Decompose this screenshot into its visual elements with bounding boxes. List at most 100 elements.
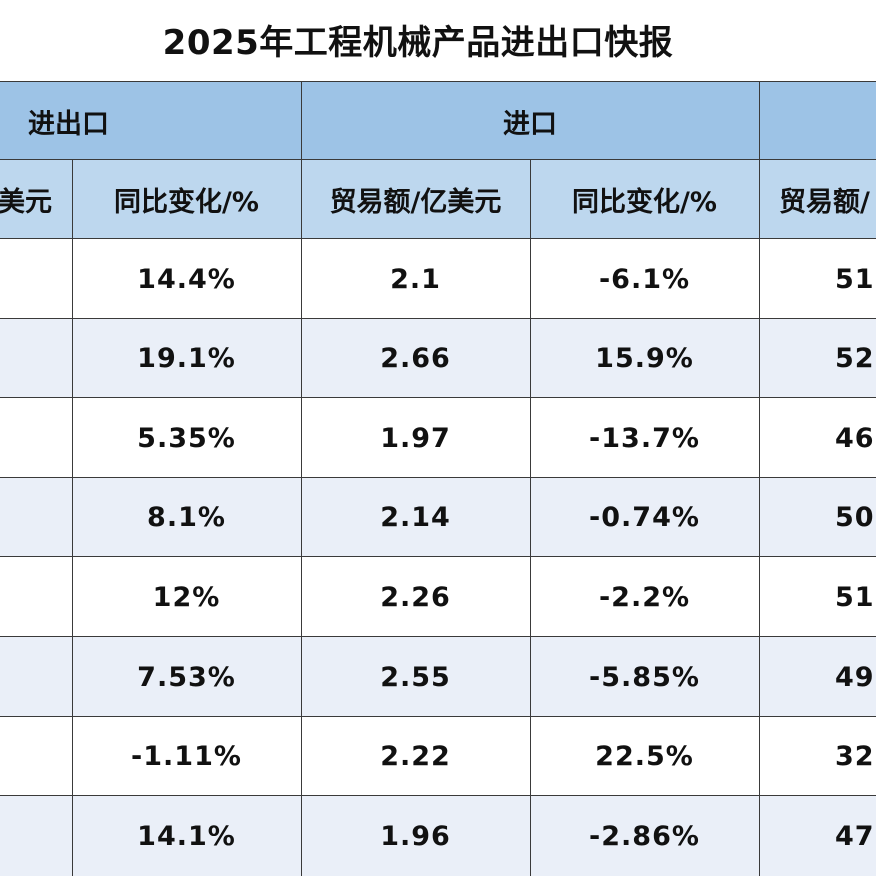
cell-import-yoy: -6.1%: [530, 239, 759, 319]
cell-trade-yoy: 8.1%: [72, 477, 301, 558]
header-trade-amount-label: 美元: [0, 187, 52, 218]
cell-export-amount-value: 32.: [835, 741, 876, 773]
cell-trade-yoy-value: 14.4%: [137, 263, 236, 295]
cell-export-amount: 50.: [759, 477, 876, 558]
cell-trade-yoy-value: 8.1%: [147, 502, 226, 534]
header-import-amount: 贸易额/亿美元: [301, 160, 530, 239]
cell-import-yoy-value: -2.86%: [589, 820, 700, 852]
header-import-yoy-label: 同比变化/%: [572, 187, 717, 218]
cell-export-amount-value: 52.: [835, 343, 876, 375]
grid-line: [0, 795, 876, 796]
cell-trade-yoy-value: 7.53%: [137, 661, 236, 693]
cell-import-yoy-value: -2.2%: [598, 581, 691, 613]
cell-import-amount-value: 2.66: [380, 343, 451, 375]
header-group-import-label: 进口: [503, 108, 557, 140]
cell-export-amount-value: 51.: [835, 263, 876, 295]
cell-trade-yoy-value: 5.35%: [137, 422, 236, 454]
cell-import-amount: 2.22: [301, 716, 530, 797]
cell-import-yoy: -2.2%: [530, 557, 759, 638]
grid-line: [759, 82, 760, 876]
grid-line: [0, 397, 876, 398]
cell-trade-amount: [0, 637, 72, 717]
cell-import-yoy: -5.85%: [530, 637, 759, 717]
cell-trade-yoy: 5.35%: [72, 398, 301, 479]
cell-import-amount-value: 2.26: [380, 581, 451, 613]
header-trade-amount: 美元: [0, 160, 72, 239]
cell-export-amount: 52.: [759, 318, 876, 399]
grid-line: [0, 238, 876, 239]
cell-import-amount-value: 1.96: [380, 820, 451, 852]
cell-trade-yoy: -1.11%: [72, 716, 301, 797]
grid-line: [0, 318, 876, 319]
cell-trade-yoy: 12%: [72, 557, 301, 638]
cell-export-amount-value: 50.: [835, 502, 876, 534]
cell-trade-yoy-value: 12%: [152, 581, 221, 613]
cell-import-yoy-value: 15.9%: [595, 343, 694, 375]
header-group-trade: 进出口: [0, 82, 301, 160]
cell-trade-yoy-value: 19.1%: [137, 343, 236, 375]
header-trade-yoy-label: 同比变化/%: [114, 187, 259, 218]
cell-export-amount-value: 47.: [835, 820, 876, 852]
cell-export-amount-value: 49.: [835, 661, 876, 693]
cell-trade-amount: [0, 318, 72, 399]
cell-trade-amount: [0, 796, 72, 876]
cell-trade-yoy: 19.1%: [72, 318, 301, 399]
grid-line: [0, 81, 876, 82]
cell-export-amount: 46.: [759, 398, 876, 479]
header-export-amount-label: 贸易额/: [779, 187, 870, 218]
cell-trade-amount: [0, 239, 72, 319]
grid-line: [0, 477, 876, 478]
cell-import-amount-value: 2.22: [380, 741, 451, 773]
cell-trade-amount: [0, 477, 72, 558]
cell-import-yoy-value: 22.5%: [595, 741, 694, 773]
header-export-amount: 贸易额/: [759, 160, 876, 239]
cell-import-amount: 2.26: [301, 557, 530, 638]
cell-import-yoy: -0.74%: [530, 477, 759, 558]
table-title-bar: 2025年工程机械产品进出口快报: [0, 0, 876, 82]
cell-import-yoy-value: -0.74%: [589, 502, 700, 534]
header-group-trade-label: 进出口: [28, 108, 109, 140]
header-import-yoy: 同比变化/%: [530, 160, 759, 239]
cell-export-amount-value: 51.: [835, 581, 876, 613]
grid-line: [301, 82, 302, 876]
cell-trade-amount: [0, 716, 72, 797]
grid-line: [0, 716, 876, 717]
cell-export-amount: 47.: [759, 796, 876, 876]
header-trade-yoy: 同比变化/%: [72, 160, 301, 239]
cell-import-amount-value: 2.55: [380, 661, 451, 693]
cell-trade-amount: [0, 398, 72, 479]
page-title: 2025年工程机械产品进出口快报: [162, 22, 674, 63]
cell-trade-yoy: 14.1%: [72, 796, 301, 876]
cell-export-amount: 49.: [759, 637, 876, 717]
cell-trade-amount: [0, 557, 72, 638]
grid-line: [0, 636, 876, 637]
grid-line: [0, 556, 876, 557]
cell-import-amount-value: 1.97: [380, 422, 451, 454]
cell-import-amount: 1.97: [301, 398, 530, 479]
cell-import-amount-value: 2.14: [380, 502, 451, 534]
cell-import-yoy: 22.5%: [530, 716, 759, 797]
cell-import-yoy: -2.86%: [530, 796, 759, 876]
cell-import-amount: 2.55: [301, 637, 530, 717]
header-group-export: [759, 82, 876, 160]
grid-line: [72, 160, 73, 876]
cell-import-yoy: -13.7%: [530, 398, 759, 479]
cell-import-yoy-value: -5.85%: [589, 661, 700, 693]
grid-line: [0, 159, 876, 160]
cell-import-amount: 1.96: [301, 796, 530, 876]
cell-import-amount-value: 2.1: [390, 263, 441, 295]
grid-line: [530, 160, 531, 876]
cell-export-amount: 51.: [759, 239, 876, 319]
cell-import-amount: 2.1: [301, 239, 530, 319]
cell-import-amount: 2.14: [301, 477, 530, 558]
cell-export-amount: 32.: [759, 716, 876, 797]
cell-trade-yoy-value: -1.11%: [131, 741, 242, 773]
cell-import-yoy-value: -13.7%: [589, 422, 700, 454]
cell-import-yoy-value: -6.1%: [598, 263, 691, 295]
cell-import-amount: 2.66: [301, 318, 530, 399]
cell-export-amount-value: 46.: [835, 422, 876, 454]
header-group-import: 进口: [301, 82, 759, 160]
cell-trade-yoy: 14.4%: [72, 239, 301, 319]
header-import-amount-label: 贸易额/亿美元: [329, 187, 502, 218]
